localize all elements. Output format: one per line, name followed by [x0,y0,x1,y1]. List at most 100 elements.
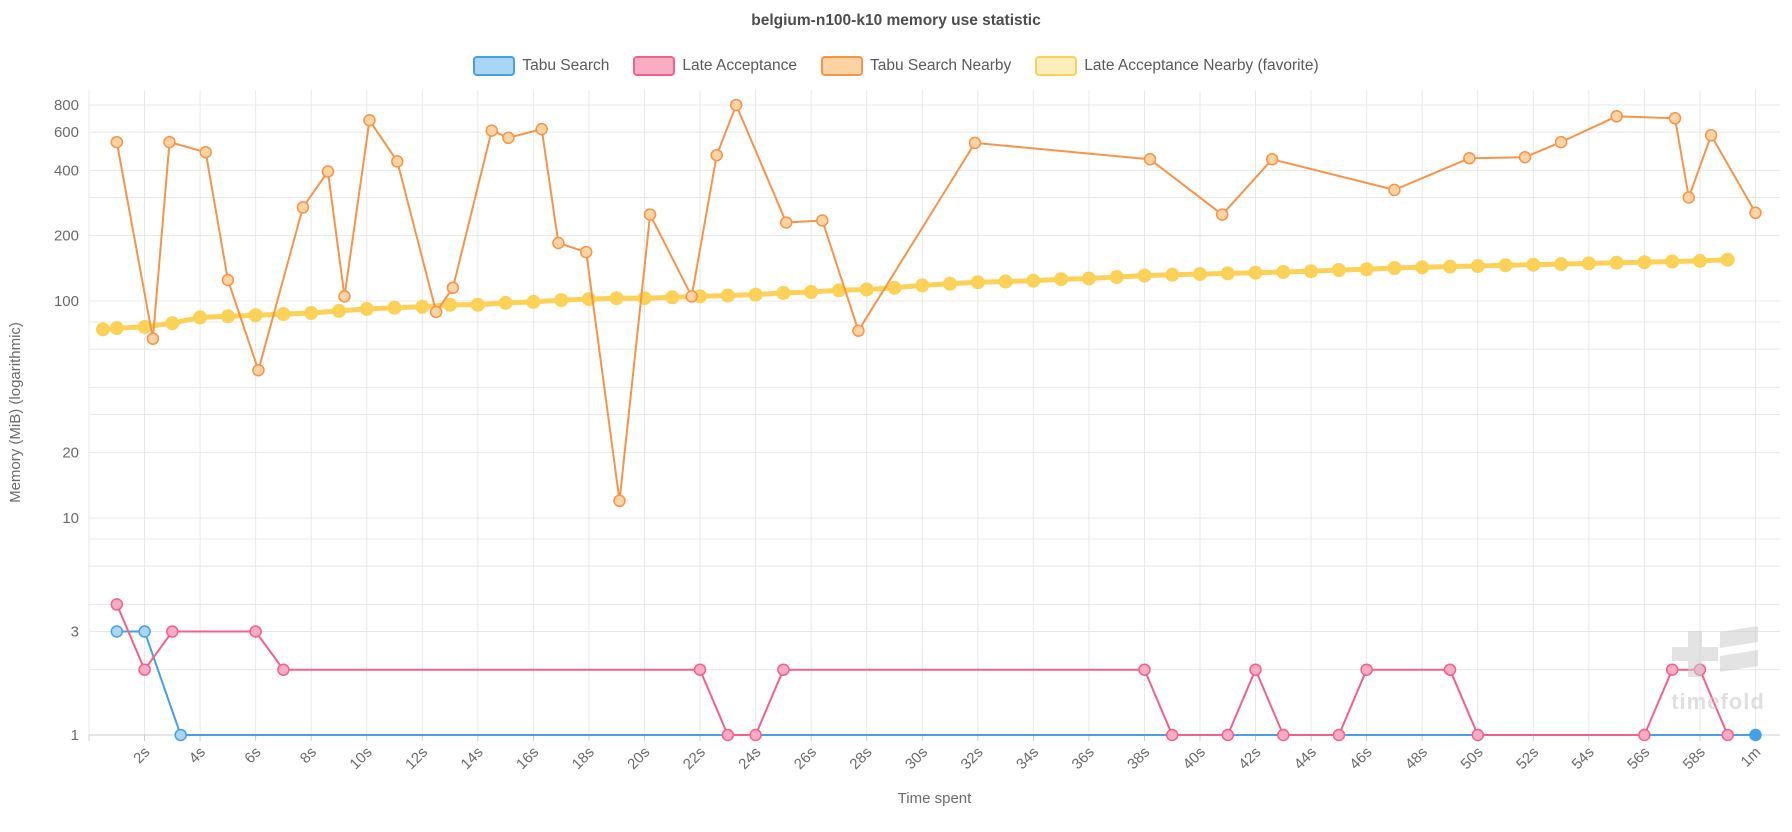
data-point-tabu-search-nearby[interactable] [1704,129,1718,142]
data-point-tabu-search-nearby[interactable] [1388,183,1401,197]
data-point-late-acceptance-nearby[interactable] [248,308,263,323]
data-point-late-acceptance-nearby[interactable] [665,290,680,305]
data-point-late-acceptance-nearby[interactable] [998,274,1013,289]
legend-item-tabu-search-nearby[interactable]: Tabu Search Nearby [820,56,1011,76]
data-point-tabu-search-nearby[interactable] [729,98,743,112]
data-point-late-acceptance-nearby[interactable] [1054,272,1069,287]
data-point-late-acceptance[interactable] [1693,663,1707,676]
data-point-tabu-search-nearby[interactable] [1143,153,1157,166]
data-point-late-acceptance-nearby[interactable] [1415,260,1430,275]
data-point-late-acceptance-nearby[interactable] [720,288,735,303]
data-point-late-acceptance-nearby[interactable] [831,283,846,298]
data-point-tabu-search-nearby[interactable] [1668,112,1682,125]
data-point-tabu-search-nearby[interactable] [1518,150,1532,164]
data-point-late-acceptance[interactable] [693,663,707,676]
data-point-tabu-search-nearby[interactable] [816,214,829,227]
data-point-late-acceptance-nearby[interactable] [1498,258,1513,273]
data-point-tabu-search-nearby[interactable] [221,273,235,287]
data-point-late-acceptance-nearby[interactable] [970,275,985,290]
data-point-late-acceptance-nearby[interactable] [1331,263,1346,277]
data-point-late-acceptance-nearby[interactable] [554,293,569,308]
data-point-late-acceptance[interactable] [166,625,179,638]
data-point-tabu-search-nearby[interactable] [338,290,351,303]
data-point-late-acceptance-nearby[interactable] [1526,257,1541,272]
data-point-tabu-search-nearby[interactable] [391,155,404,168]
data-point-late-acceptance[interactable] [721,728,735,742]
series-tabu-search[interactable] [110,625,1762,742]
data-point-late-acceptance-nearby[interactable] [498,295,513,310]
data-point-tabu-search[interactable] [138,625,151,638]
data-point-late-acceptance-nearby[interactable] [1692,253,1707,268]
series-late-acceptance-nearby[interactable] [95,252,1735,337]
data-point-late-acceptance-nearby[interactable] [637,291,652,306]
data-point-tabu-search-nearby[interactable] [643,208,657,221]
data-point-late-acceptance-nearby[interactable] [1637,255,1652,270]
data-point-late-acceptance-nearby[interactable] [1026,273,1041,288]
data-point-tabu-search-nearby[interactable] [710,148,723,162]
data-point-late-acceptance[interactable] [1165,728,1179,742]
data-point-tabu-search-nearby[interactable] [446,281,460,295]
data-point-late-acceptance[interactable] [1638,728,1651,742]
data-point-tabu-search-nearby[interactable] [429,305,443,319]
data-point-tabu-search-nearby[interactable] [1215,208,1229,221]
data-point-late-acceptance-nearby[interactable] [1581,256,1596,271]
data-point-late-acceptance-nearby[interactable] [109,321,124,336]
data-point-late-acceptance-nearby[interactable] [1470,259,1485,273]
data-point-tabu-search-nearby[interactable] [1682,191,1696,204]
data-point-tabu-search-nearby[interactable] [1610,110,1623,123]
data-point-late-acceptance[interactable] [1471,728,1485,742]
data-point-late-acceptance-nearby[interactable] [165,316,180,331]
series-tabu-search-nearby[interactable] [110,98,1762,508]
data-point-late-acceptance-nearby[interactable] [804,285,819,299]
data-point-tabu-search-nearby[interactable] [363,114,376,127]
data-point-late-acceptance-nearby[interactable] [887,280,902,295]
data-point-tabu-search-nearby[interactable] [968,136,982,150]
series-late-acceptance[interactable] [110,598,1734,742]
data-point-tabu-search-nearby[interactable] [552,236,565,250]
data-point-tabu-search-nearby[interactable] [1463,151,1476,165]
data-point-late-acceptance-nearby[interactable] [748,287,763,302]
data-point-late-acceptance-nearby[interactable] [193,310,208,325]
data-point-late-acceptance-nearby[interactable] [915,278,930,293]
data-point-late-acceptance-nearby[interactable] [1165,267,1180,282]
data-point-late-acceptance[interactable] [1443,663,1457,676]
data-point-late-acceptance-nearby[interactable] [137,319,152,334]
data-point-late-acceptance-nearby[interactable] [609,291,624,306]
data-point-late-acceptance-nearby[interactable] [1554,257,1569,272]
data-point-late-acceptance[interactable] [1138,663,1151,676]
data-point-late-acceptance-nearby[interactable] [1609,255,1624,270]
data-point-late-acceptance-nearby[interactable] [332,303,346,318]
data-point-late-acceptance-nearby[interactable] [304,306,319,320]
legend-item-late-acceptance[interactable]: Late Acceptance [633,56,797,76]
data-point-late-acceptance-nearby[interactable] [1276,265,1291,279]
data-point-tabu-search-nearby[interactable] [779,216,793,229]
data-point-tabu-search[interactable] [174,728,187,742]
data-point-late-acceptance-nearby[interactable] [1109,270,1124,284]
legend-item-tabu-search[interactable]: Tabu Search [473,56,609,76]
data-point-tabu-search-nearby[interactable] [535,122,548,136]
series-line-late-acceptance[interactable] [115,604,1729,736]
data-point-tabu-search-nearby[interactable] [1749,206,1762,220]
data-point-late-acceptance[interactable] [1277,728,1290,742]
data-point-late-acceptance-nearby[interactable] [1720,252,1735,267]
data-point-tabu-search-nearby[interactable] [252,363,265,377]
data-point-late-acceptance[interactable] [749,728,762,742]
data-point-late-acceptance[interactable] [249,625,262,638]
data-point-tabu-search-nearby[interactable] [1265,153,1279,166]
data-point-late-acceptance[interactable] [1360,663,1373,676]
data-point-tabu-search-nearby[interactable] [852,324,865,337]
data-point-late-acceptance-nearby[interactable] [1387,261,1402,275]
data-point-tabu-search-nearby[interactable] [146,332,160,345]
data-point-late-acceptance-nearby[interactable] [387,300,402,315]
data-point-late-acceptance[interactable] [1221,728,1235,742]
data-point-late-acceptance[interactable] [777,663,790,676]
data-point-late-acceptance[interactable] [110,598,124,611]
data-point-tabu-search-nearby[interactable] [1554,135,1568,149]
data-point-late-acceptance[interactable] [138,663,151,676]
data-point-tabu-search-nearby[interactable] [199,145,212,159]
data-point-late-acceptance[interactable] [1332,728,1346,742]
data-point-late-acceptance[interactable] [1249,663,1262,676]
data-point-tabu-search-nearby[interactable] [110,135,124,149]
data-point-tabu-search-nearby[interactable] [613,494,626,508]
